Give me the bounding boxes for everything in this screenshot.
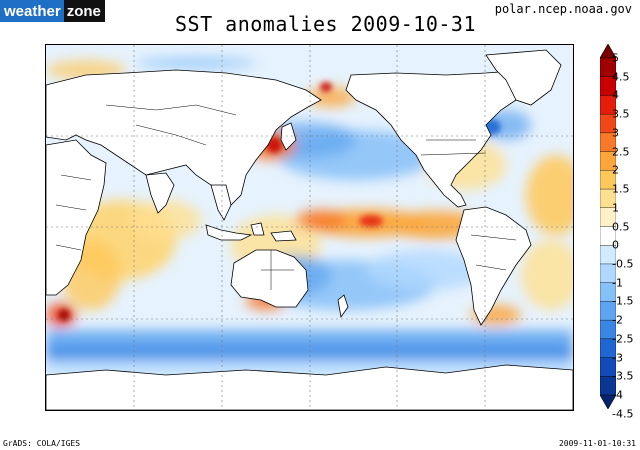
colorbar-label: -3.5: [612, 369, 634, 383]
land-greenland: [485, 49, 562, 106]
colorbar-label: -1: [612, 276, 623, 290]
colorbar-label: -3: [612, 351, 623, 365]
colorbar-label: 4: [612, 88, 619, 102]
colorbar-label: 2.5: [612, 145, 630, 159]
land-africa: [46, 139, 107, 296]
colorbar-label: -4: [612, 388, 623, 402]
colorbar-label: 3.5: [612, 107, 630, 121]
colorbar-label: 2: [612, 163, 619, 177]
land-antarctica: [46, 364, 573, 410]
country-borders: [55, 104, 517, 290]
colorbar-bottom-arrow: [600, 394, 616, 409]
colorbar: [600, 44, 616, 409]
colorbar-label: 1: [612, 201, 619, 215]
map-grid: [46, 45, 573, 410]
colorbar-label: 0: [612, 238, 619, 252]
sst-map: [45, 44, 574, 411]
colorbar-label: -4.5: [612, 407, 634, 421]
colorbar-label: 0.5: [612, 220, 630, 233]
colorbar-label: 4.5: [612, 70, 630, 84]
map-title: SST anomalies 2009-10-31: [175, 12, 476, 36]
colorbar-label: -0.5: [612, 257, 634, 271]
colorbar-label: -2: [612, 313, 623, 327]
footer-timestamp: 2009-11-01-10:31: [558, 439, 636, 448]
footer-grads: GrADS: COLA/IGES: [3, 439, 81, 448]
weatherzone-logo: weather zone: [0, 0, 105, 22]
source-label: polar.ncep.noaa.gov: [494, 2, 632, 16]
map-canvas: [46, 45, 573, 410]
colorbar-label: 5: [612, 51, 619, 65]
colorbar-label: 3: [612, 126, 619, 140]
land-indonesia: [205, 224, 253, 241]
colorbar-label: -1.5: [612, 294, 634, 308]
land-se-asia: [210, 184, 232, 221]
land-south-america: [455, 206, 532, 326]
colorbar-label: 1.5: [612, 182, 630, 196]
land-australia: [230, 249, 309, 308]
colorbar-label: -2.5: [612, 332, 634, 346]
logo-zone-text: zone: [63, 0, 105, 22]
land-japan: [280, 122, 297, 151]
land-india: [145, 172, 175, 214]
logo-weather-text: weather: [0, 0, 64, 22]
